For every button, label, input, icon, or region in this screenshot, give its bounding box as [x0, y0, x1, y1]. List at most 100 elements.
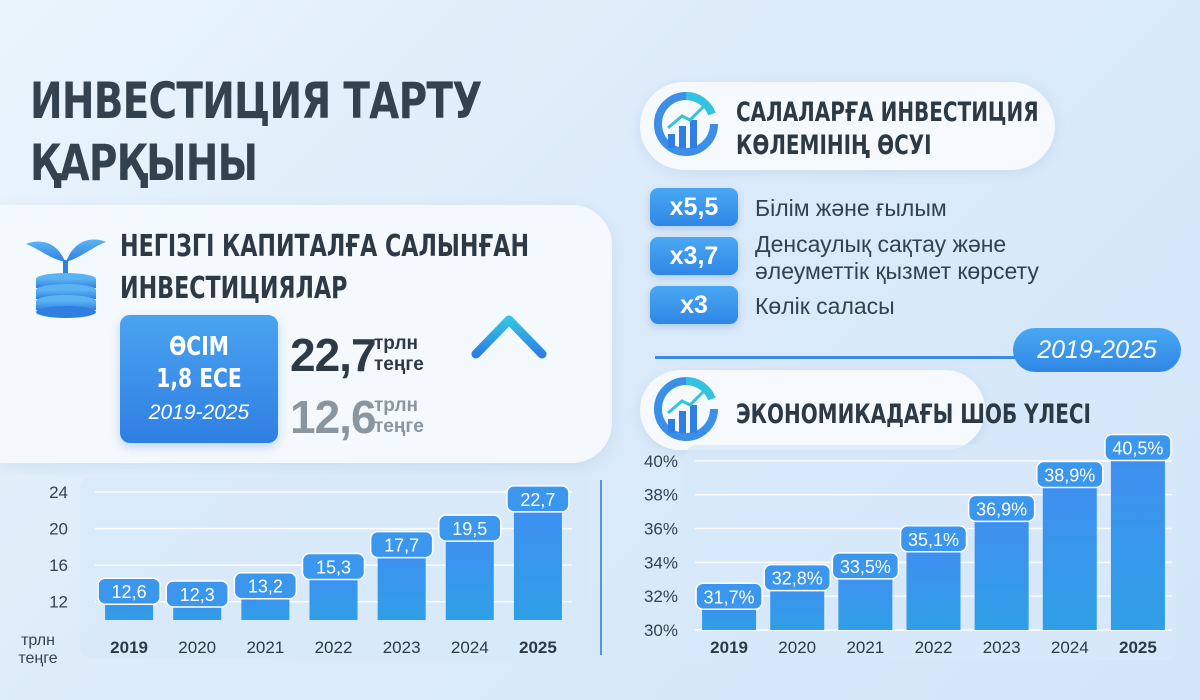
arrow-up-icon	[471, 313, 547, 444]
vertical-separator	[600, 480, 602, 655]
sme-ytick-label: 30%	[644, 621, 678, 640]
value-2025: 22,7	[290, 329, 377, 381]
inv-ytick-label: 16	[49, 556, 68, 575]
sector-growth-title-line1: САЛАЛАРҒА ИНВЕСТИЦИЯ	[736, 97, 1039, 128]
sme-x-label: 2020	[778, 638, 816, 657]
inv-value-label: 17,7	[384, 536, 419, 556]
unit-line2: теңге	[374, 354, 424, 375]
page-title-line2: ҚАРҚЫНЫ	[30, 134, 258, 192]
sme-share-bar-chart: 30% 32% 34% 36% 38% 40% 2019 31,7% 2020 32,8% 2021…	[644, 433, 1172, 657]
sme-value-badge	[695, 582, 763, 611]
sector-multiplier-health: x3,7	[650, 237, 738, 275]
sme-value-badge	[1104, 433, 1172, 462]
inv-value-badge	[97, 577, 161, 605]
sme-ytick-label: 34%	[644, 553, 678, 572]
value-2019: 12,6	[290, 391, 377, 443]
value-2025-unit: трлн теңге	[374, 333, 424, 375]
sme-x-label: 2021	[846, 638, 884, 657]
inv-ytick-label: 24	[49, 483, 68, 502]
inv-ytick-label: 20	[49, 520, 68, 539]
sme-ytick-label: 40%	[644, 452, 678, 471]
plant-coins-icon	[26, 239, 106, 318]
sector-label-education: Білім және ғылым	[755, 195, 947, 221]
sector-label-transport: Көлік саласы	[755, 293, 895, 319]
unit-line1: трлн	[374, 395, 418, 416]
inv-value-label: 19,5	[452, 519, 487, 539]
inv-x-label: 2019	[110, 638, 148, 657]
sme-bar	[838, 570, 893, 630]
inv-x-label: 2020	[178, 638, 216, 657]
sector-growth-title: САЛАЛАРҒА ИНВЕСТИЦИЯ КӨЛЕМІНІҢ ӨСУІ	[736, 96, 1039, 162]
sme-x-label: 2019	[710, 638, 748, 657]
inv-bar	[513, 503, 562, 620]
sme-value-label: 38,9%	[1044, 466, 1095, 486]
sme-bar	[1042, 479, 1097, 630]
left-section-title-line1: НЕГІЗГІ КАПИТАЛҒА САЛЫНҒАН	[120, 229, 530, 264]
inv-x-label: 2021	[246, 638, 284, 657]
sme-value-label: 40,5%	[1112, 438, 1163, 458]
unit-line1: трлн	[374, 333, 418, 354]
sme-bar	[906, 543, 961, 630]
sme-x-label: 2024	[1051, 638, 1089, 657]
inv-value-label: 22,7	[520, 490, 555, 510]
period-badge: 2019-2025	[1013, 328, 1181, 372]
unit-line2: теңге	[374, 416, 424, 437]
inv-value-badge	[165, 580, 229, 608]
inv-value-badge	[369, 530, 434, 559]
inv-bar	[445, 533, 494, 620]
sector-multiplier-education: x5,5	[650, 188, 738, 226]
sme-share-title: ЭКОНОМИКАДАҒЫ ШОБ ҮЛЕСІ	[736, 399, 1091, 430]
sme-ytick-label: 32%	[644, 587, 678, 606]
sme-x-label: 2022	[915, 638, 953, 657]
inv-ylabel-line1: трлн	[21, 632, 55, 649]
investment-bar-chart: 12162024201912,6202012,3202113,2202215,3…	[18, 483, 572, 667]
inv-bar	[377, 549, 426, 620]
inv-value-badge	[301, 552, 366, 581]
sme-value-label: 33,5%	[840, 557, 891, 577]
sme-value-label: 35,1%	[908, 530, 959, 550]
sme-ytick-label: 38%	[644, 486, 678, 505]
inv-value-badge	[233, 571, 298, 600]
inv-value-label: 13,2	[248, 577, 283, 597]
growth-label: ӨСІМ	[169, 332, 229, 362]
inv-value-label: 12,6	[112, 582, 147, 602]
sme-value-badge	[763, 563, 831, 592]
inv-x-label: 2025	[519, 638, 557, 657]
sme-value-badge	[967, 494, 1036, 523]
page-title-line1: ИНВЕСТИЦИЯ ТАРТУ	[30, 72, 482, 130]
sme-value-label: 32,8%	[772, 569, 823, 589]
sector-growth-header	[640, 82, 1055, 170]
growth-period: 2019-2025	[148, 401, 250, 424]
inv-value-badge	[438, 514, 502, 542]
growth-chart-icon	[654, 92, 718, 156]
sector-multiplier-transport: x3	[650, 286, 738, 324]
growth-badge: ӨСІМ 1,8 ЕСЕ 2019-2025	[120, 315, 278, 443]
sme-value-label: 36,9%	[976, 499, 1027, 519]
sme-value-badge	[831, 552, 900, 580]
sme-value-label: 31,7%	[704, 587, 755, 607]
inv-value-label: 15,3	[316, 558, 351, 578]
sme-bar	[1110, 452, 1165, 630]
section-divider	[655, 356, 1015, 359]
sme-x-label: 2023	[983, 638, 1021, 657]
growth-chart-icon	[654, 377, 718, 441]
sector-growth-title-line2: КӨЛЕМІНІҢ ӨСУІ	[736, 130, 932, 161]
sector-label-health: Денсаулық сақтау және әлеуметтік қызмет …	[755, 231, 1039, 285]
inv-x-label: 2022	[315, 638, 353, 657]
inv-x-label: 2023	[383, 638, 421, 657]
inv-value-badge	[506, 485, 570, 513]
inv-x-label: 2024	[451, 638, 489, 657]
left-section-title: НЕГІЗГІ КАПИТАЛҒА САЛЫНҒАН ИНВЕСТИЦИЯЛАР	[120, 226, 529, 310]
sector-label-health-line2: әлеуметтік қызмет көрсету	[755, 258, 1039, 284]
sme-value-badge	[1036, 460, 1104, 489]
sme-x-label: 2025	[1119, 638, 1157, 657]
inv-ytick-label: 12	[49, 593, 68, 612]
left-section-title-line2: ИНВЕСТИЦИЯЛАР	[120, 271, 348, 306]
sme-bar	[974, 513, 1029, 630]
growth-factor: 1,8 ЕСЕ	[156, 364, 242, 394]
inv-value-label: 12,3	[180, 585, 215, 605]
sector-label-health-line1: Денсаулық сақтау және	[755, 231, 1007, 257]
sme-ytick-label: 36%	[644, 520, 678, 539]
value-2019-unit: трлн теңге	[374, 395, 424, 437]
inv-ylabel-line2: теңге	[18, 650, 57, 667]
